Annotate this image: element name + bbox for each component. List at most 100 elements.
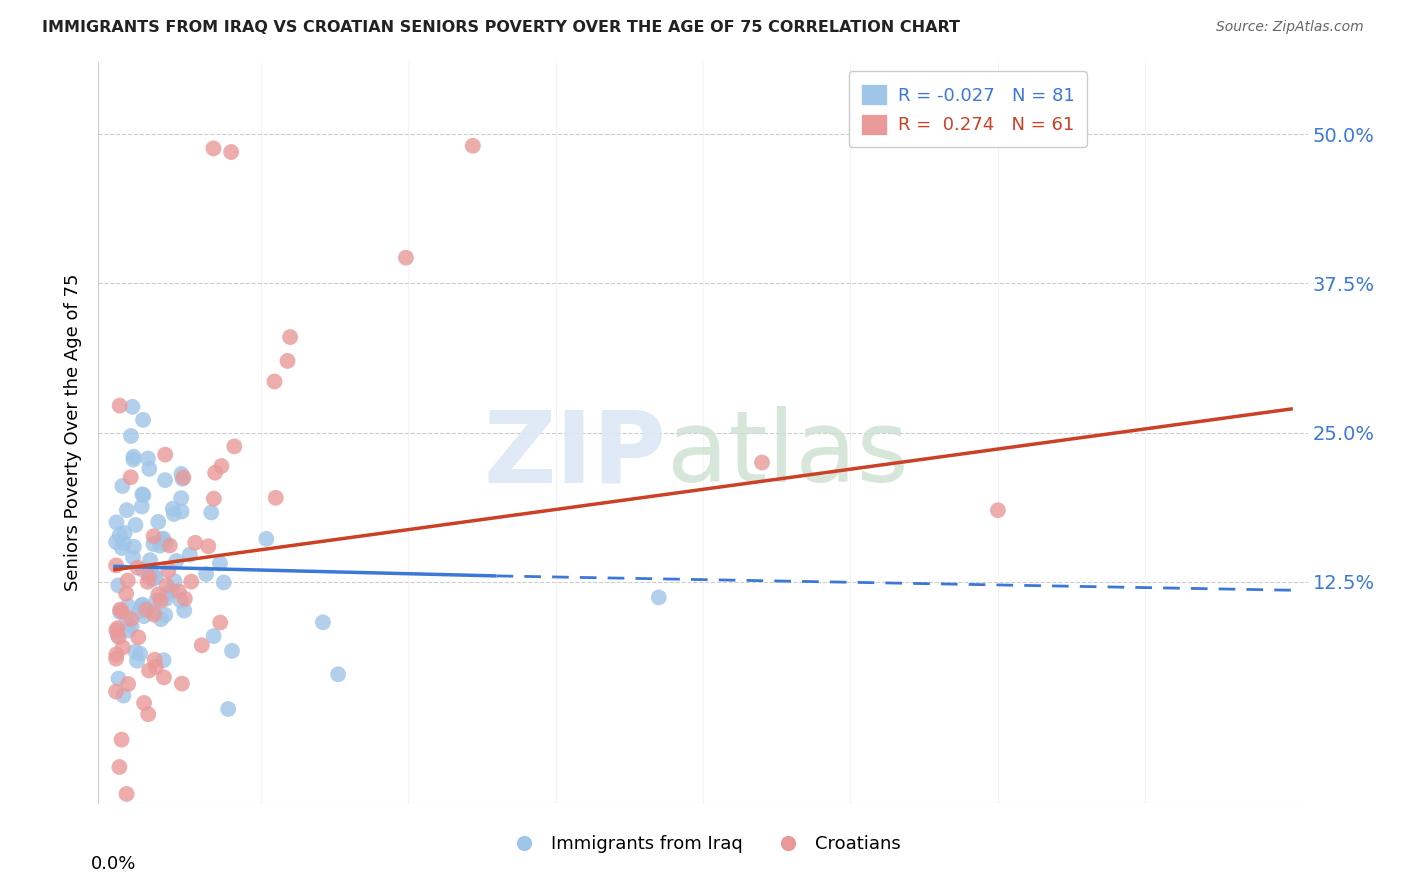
Point — [202, 491, 225, 506]
Point — [145, 570, 167, 584]
Point — [163, 574, 186, 589]
Point — [278, 330, 301, 344]
Point — [172, 472, 194, 486]
Point — [170, 491, 193, 505]
Point — [142, 605, 165, 619]
Point — [179, 548, 201, 562]
Point — [163, 507, 186, 521]
Point — [142, 529, 165, 543]
Point — [648, 591, 671, 605]
Point — [110, 732, 132, 747]
Point — [107, 630, 129, 644]
Point — [138, 570, 160, 584]
Point — [136, 451, 159, 466]
Text: Source: ZipAtlas.com: Source: ZipAtlas.com — [1216, 20, 1364, 34]
Y-axis label: Seniors Poverty Over the Age of 75: Seniors Poverty Over the Age of 75 — [65, 274, 83, 591]
Point — [138, 664, 160, 678]
Point — [224, 439, 246, 453]
Point — [461, 138, 484, 153]
Point — [276, 354, 298, 368]
Point — [172, 470, 194, 484]
Point — [326, 667, 349, 681]
Point — [208, 557, 231, 571]
Point — [108, 605, 131, 619]
Point — [264, 491, 287, 505]
Point — [155, 591, 177, 606]
Point — [111, 604, 134, 618]
Point — [160, 583, 183, 598]
Point — [150, 612, 173, 626]
Point — [131, 599, 153, 613]
Point — [128, 605, 150, 619]
Text: IMMIGRANTS FROM IRAQ VS CROATIAN SENIORS POVERTY OVER THE AGE OF 75 CORRELATION : IMMIGRANTS FROM IRAQ VS CROATIAN SENIORS… — [42, 20, 960, 35]
Point — [105, 516, 128, 530]
Point — [117, 677, 139, 691]
Point — [202, 629, 225, 643]
Point — [107, 628, 129, 642]
Point — [117, 624, 139, 638]
Point — [117, 599, 139, 613]
Point — [138, 462, 160, 476]
Point — [153, 670, 176, 684]
Point — [131, 563, 153, 577]
Point — [195, 567, 218, 582]
Point — [149, 539, 172, 553]
Point — [112, 536, 135, 550]
Point — [131, 598, 153, 612]
Point — [204, 466, 226, 480]
Point — [173, 591, 195, 606]
Point — [145, 593, 167, 607]
Point — [153, 448, 176, 462]
Text: 0.0%: 0.0% — [90, 855, 136, 872]
Point — [114, 525, 136, 540]
Point — [143, 571, 166, 585]
Point — [148, 515, 170, 529]
Point — [139, 566, 162, 580]
Point — [121, 619, 143, 633]
Point — [124, 644, 146, 658]
Point — [167, 584, 190, 599]
Point — [111, 541, 134, 555]
Point — [122, 450, 145, 464]
Point — [108, 760, 131, 774]
Point — [141, 572, 163, 586]
Point — [169, 593, 191, 607]
Point — [111, 640, 134, 655]
Point — [122, 452, 145, 467]
Point — [209, 615, 232, 630]
Point — [115, 613, 138, 627]
Point — [217, 702, 239, 716]
Point — [312, 615, 335, 630]
Point — [105, 648, 128, 662]
Point — [987, 503, 1010, 517]
Point — [108, 399, 131, 413]
Point — [149, 594, 172, 608]
Point — [124, 518, 146, 533]
Point — [170, 676, 193, 690]
Point — [148, 587, 170, 601]
Point — [200, 506, 222, 520]
Point — [395, 251, 418, 265]
Point — [132, 696, 155, 710]
Point — [122, 550, 145, 565]
Point — [136, 574, 159, 589]
Point — [121, 400, 143, 414]
Point — [135, 602, 157, 616]
Point — [197, 539, 219, 553]
Point — [105, 535, 128, 549]
Point — [108, 528, 131, 542]
Text: atlas: atlas — [666, 407, 908, 503]
Point — [145, 660, 167, 674]
Point — [184, 536, 207, 550]
Point — [132, 609, 155, 624]
Point — [143, 607, 166, 622]
Point — [105, 624, 128, 638]
Point — [125, 654, 148, 668]
Point — [152, 532, 174, 546]
Point — [120, 612, 142, 626]
Point — [120, 470, 142, 484]
Text: ZIP: ZIP — [484, 407, 666, 503]
Point — [142, 537, 165, 551]
Point — [127, 560, 149, 574]
Point — [751, 455, 773, 469]
